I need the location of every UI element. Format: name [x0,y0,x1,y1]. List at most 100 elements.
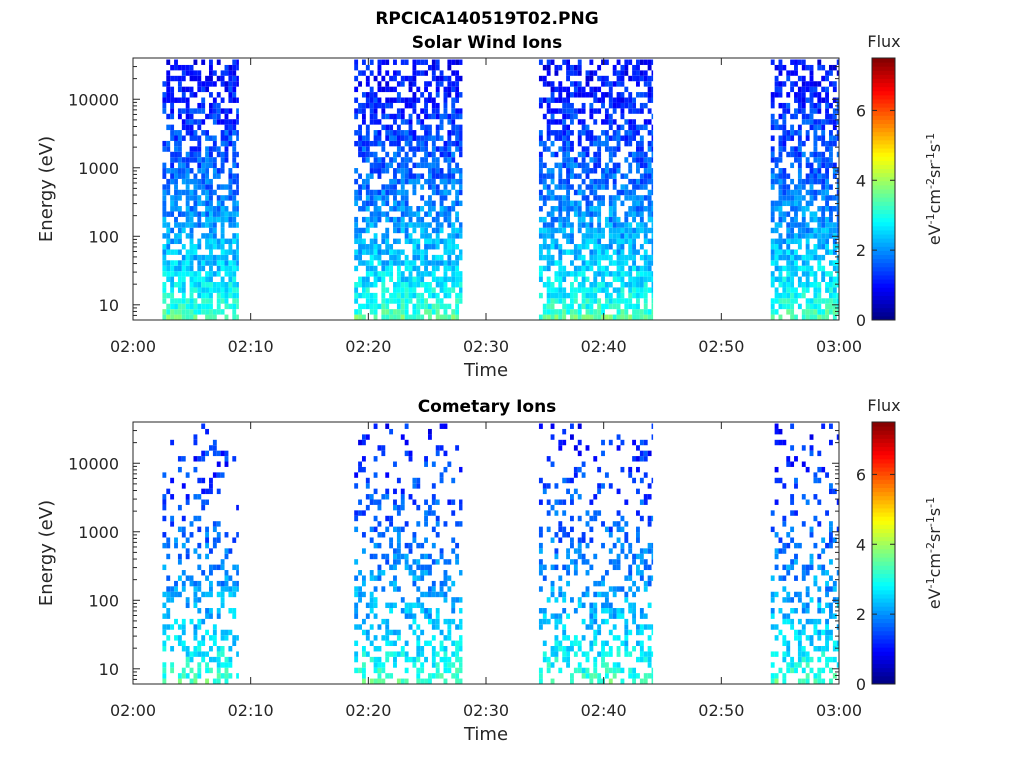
panel-cometary-ions: Cometary Ions 02:00 02:10 02:20 02:30 02:40 0… [36,396,944,745]
spectrogram-cell [396,303,401,310]
spectrogram-cell [393,298,397,304]
spectrogram-cell [170,515,175,522]
spectrogram-cell [459,466,463,473]
spectrogram-cell [624,189,629,196]
spectrogram-cell [809,314,814,320]
spectrogram-cell [389,314,394,320]
spectrogram-cell [385,168,390,174]
spectrogram-cell [577,249,582,255]
spectrogram-cell [166,309,171,315]
spectrogram-cell [185,119,190,125]
spectrogram-cell [832,287,837,293]
spectrogram-cell [546,146,551,152]
colorbar-swatch [872,536,895,542]
spectrogram-cell [416,678,421,684]
spectrogram-cell [174,282,178,288]
spectrogram-cell [412,276,417,283]
spectrogram-cell [770,282,775,288]
spectrogram-cell [459,570,463,576]
spectrogram-cell [201,97,206,103]
spectrogram-cell [570,64,574,71]
spectrogram-cell [593,608,598,614]
spectrogram-cell [624,173,629,179]
spectrogram-cell [420,662,425,668]
spectrogram-cell [170,227,175,234]
spectrogram-cell [836,260,839,266]
spectrogram-cell [577,494,582,500]
spectrogram-cell [220,206,225,212]
spectrogram-cell [412,151,417,158]
colorbar-swatch [872,598,895,603]
spectrogram-cell [197,151,202,158]
spectrogram-cell [585,211,590,217]
spectrogram-cell [205,591,210,598]
spectrogram-cell [550,59,555,65]
spectrogram-cell [612,81,617,87]
spectrogram-cell [193,439,198,446]
spectrogram-cell [181,124,186,131]
spectrogram-cell [620,64,625,71]
spectrogram-cell [562,146,567,152]
spectrogram-cell [774,673,779,679]
spectrogram-cell [589,260,594,266]
spectrogram-cell [377,211,382,217]
spectrogram-cell [212,254,217,261]
spectrogram-cell [825,314,829,320]
spectrogram-cell [177,271,182,277]
spectrogram-cell [620,292,625,299]
spectrogram-cell [558,216,563,223]
spectrogram-cell [236,184,239,190]
spectrogram-cell [825,184,829,190]
spectrogram-cell [162,564,167,571]
spectrogram-cell [408,157,413,163]
spectrogram-cell [443,303,448,310]
spectrogram-cell [604,271,609,277]
spectrogram-cell [459,249,463,255]
spectrogram-cell [774,466,779,473]
spectrogram-cell [385,656,390,663]
spectrogram-cell [585,265,590,272]
spectrogram-cell [205,200,210,207]
spectrogram-cell [162,97,167,103]
spectrogram-cell [396,276,401,283]
spectrogram-cell [193,629,198,636]
spectrogram-cell [205,537,210,543]
spectrogram-cell [224,629,229,636]
spectrogram-cell [624,499,629,505]
spectrogram-cell [162,282,167,288]
spectrogram-cell [538,157,543,163]
spectrogram-cell [639,613,644,619]
spectrogram-cell [558,287,563,293]
spectrogram-cell [216,298,221,304]
spectrogram-cell [174,537,178,543]
spectrogram-cell [647,260,652,266]
spectrogram-cell [189,618,194,625]
spectrogram-cell [170,113,175,120]
spectrogram-cell [400,108,405,114]
spectrogram-cell [821,97,826,103]
spectrogram-cell [825,282,829,288]
spectrogram-cell [162,254,167,261]
spectrogram-cell [593,613,598,619]
spectrogram-cell [546,276,551,283]
spectrogram-cell [601,233,605,239]
spectrogram-cell [228,135,233,141]
spectrogram-cell [616,265,621,272]
spectrogram-cell [538,244,543,250]
spectrogram-cell [612,608,617,614]
spectrogram-cell [620,466,625,473]
spectrogram-cell [770,211,775,217]
spectrogram-cell [427,238,432,245]
spectrogram-cell [817,287,822,293]
spectrogram-cell [542,227,547,234]
spectrogram-cell [408,656,413,663]
spectrogram-cell [628,108,633,114]
spectrogram-cell [825,238,829,245]
spectrogram-cell [358,667,362,674]
spectrogram-cell [538,130,543,136]
spectrogram-cell [624,97,629,103]
spectrogram-cell [778,271,783,277]
spectrogram-cell [451,548,456,554]
spectrogram-cell [593,314,598,320]
spectrogram-cell [778,667,783,674]
